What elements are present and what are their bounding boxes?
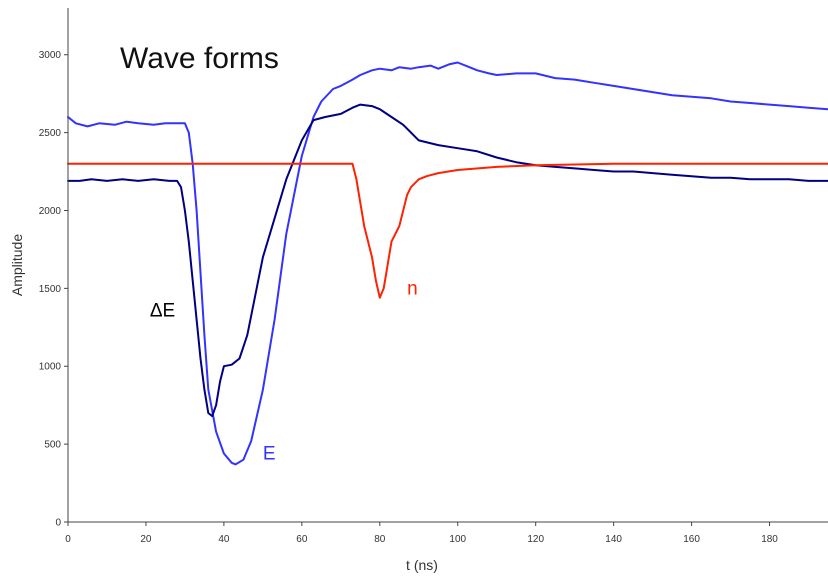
- x-tick-label: 160: [683, 534, 700, 545]
- series-line-n: [67, 162, 828, 299]
- x-axis-ticks: 0 20 40 60 80 100 120 140 160 180: [65, 522, 778, 545]
- y-axis-title: Amplitude: [9, 234, 25, 296]
- series-annotation-label: ΔE: [150, 300, 175, 321]
- y-tick-label: 3000: [39, 50, 62, 61]
- x-axis-title: t (ns): [406, 557, 438, 573]
- annotation-layer: ΔE n E: [150, 279, 418, 465]
- x-tick-label: 120: [527, 534, 544, 545]
- series-annotation-label: E: [263, 444, 276, 465]
- chart-title: Wave forms: [120, 42, 279, 75]
- y-tick-label: 2500: [39, 128, 62, 139]
- series-layer: [67, 61, 828, 466]
- y-tick-label: 2000: [39, 206, 62, 217]
- x-tick-label: 20: [140, 534, 152, 545]
- x-tick-label: 40: [218, 534, 230, 545]
- y-tick-label: 500: [44, 440, 61, 451]
- x-tick-label: 60: [296, 534, 308, 545]
- y-axis-ticks: 0 500 1000 1500 2000 2500 3000: [39, 50, 68, 529]
- x-tick-label: 180: [761, 534, 778, 545]
- x-tick-label: 140: [605, 534, 622, 545]
- series-annotation-label: n: [407, 279, 418, 300]
- x-tick-label: 80: [374, 534, 386, 545]
- y-tick-label: 1500: [39, 284, 62, 295]
- series-line-e: [67, 61, 828, 466]
- x-tick-label: 0: [65, 534, 71, 545]
- series-line-delta-e: [67, 103, 828, 418]
- y-tick-label: 0: [55, 518, 61, 529]
- x-tick-label: 100: [449, 534, 466, 545]
- y-tick-label: 1000: [39, 362, 62, 373]
